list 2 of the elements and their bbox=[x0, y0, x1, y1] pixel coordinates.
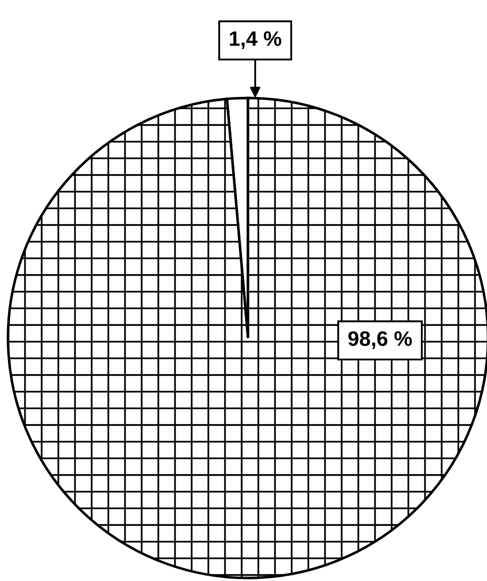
data-label: 1,4 % bbox=[230, 31, 282, 50]
data-label: 98,6 % bbox=[348, 331, 412, 350]
